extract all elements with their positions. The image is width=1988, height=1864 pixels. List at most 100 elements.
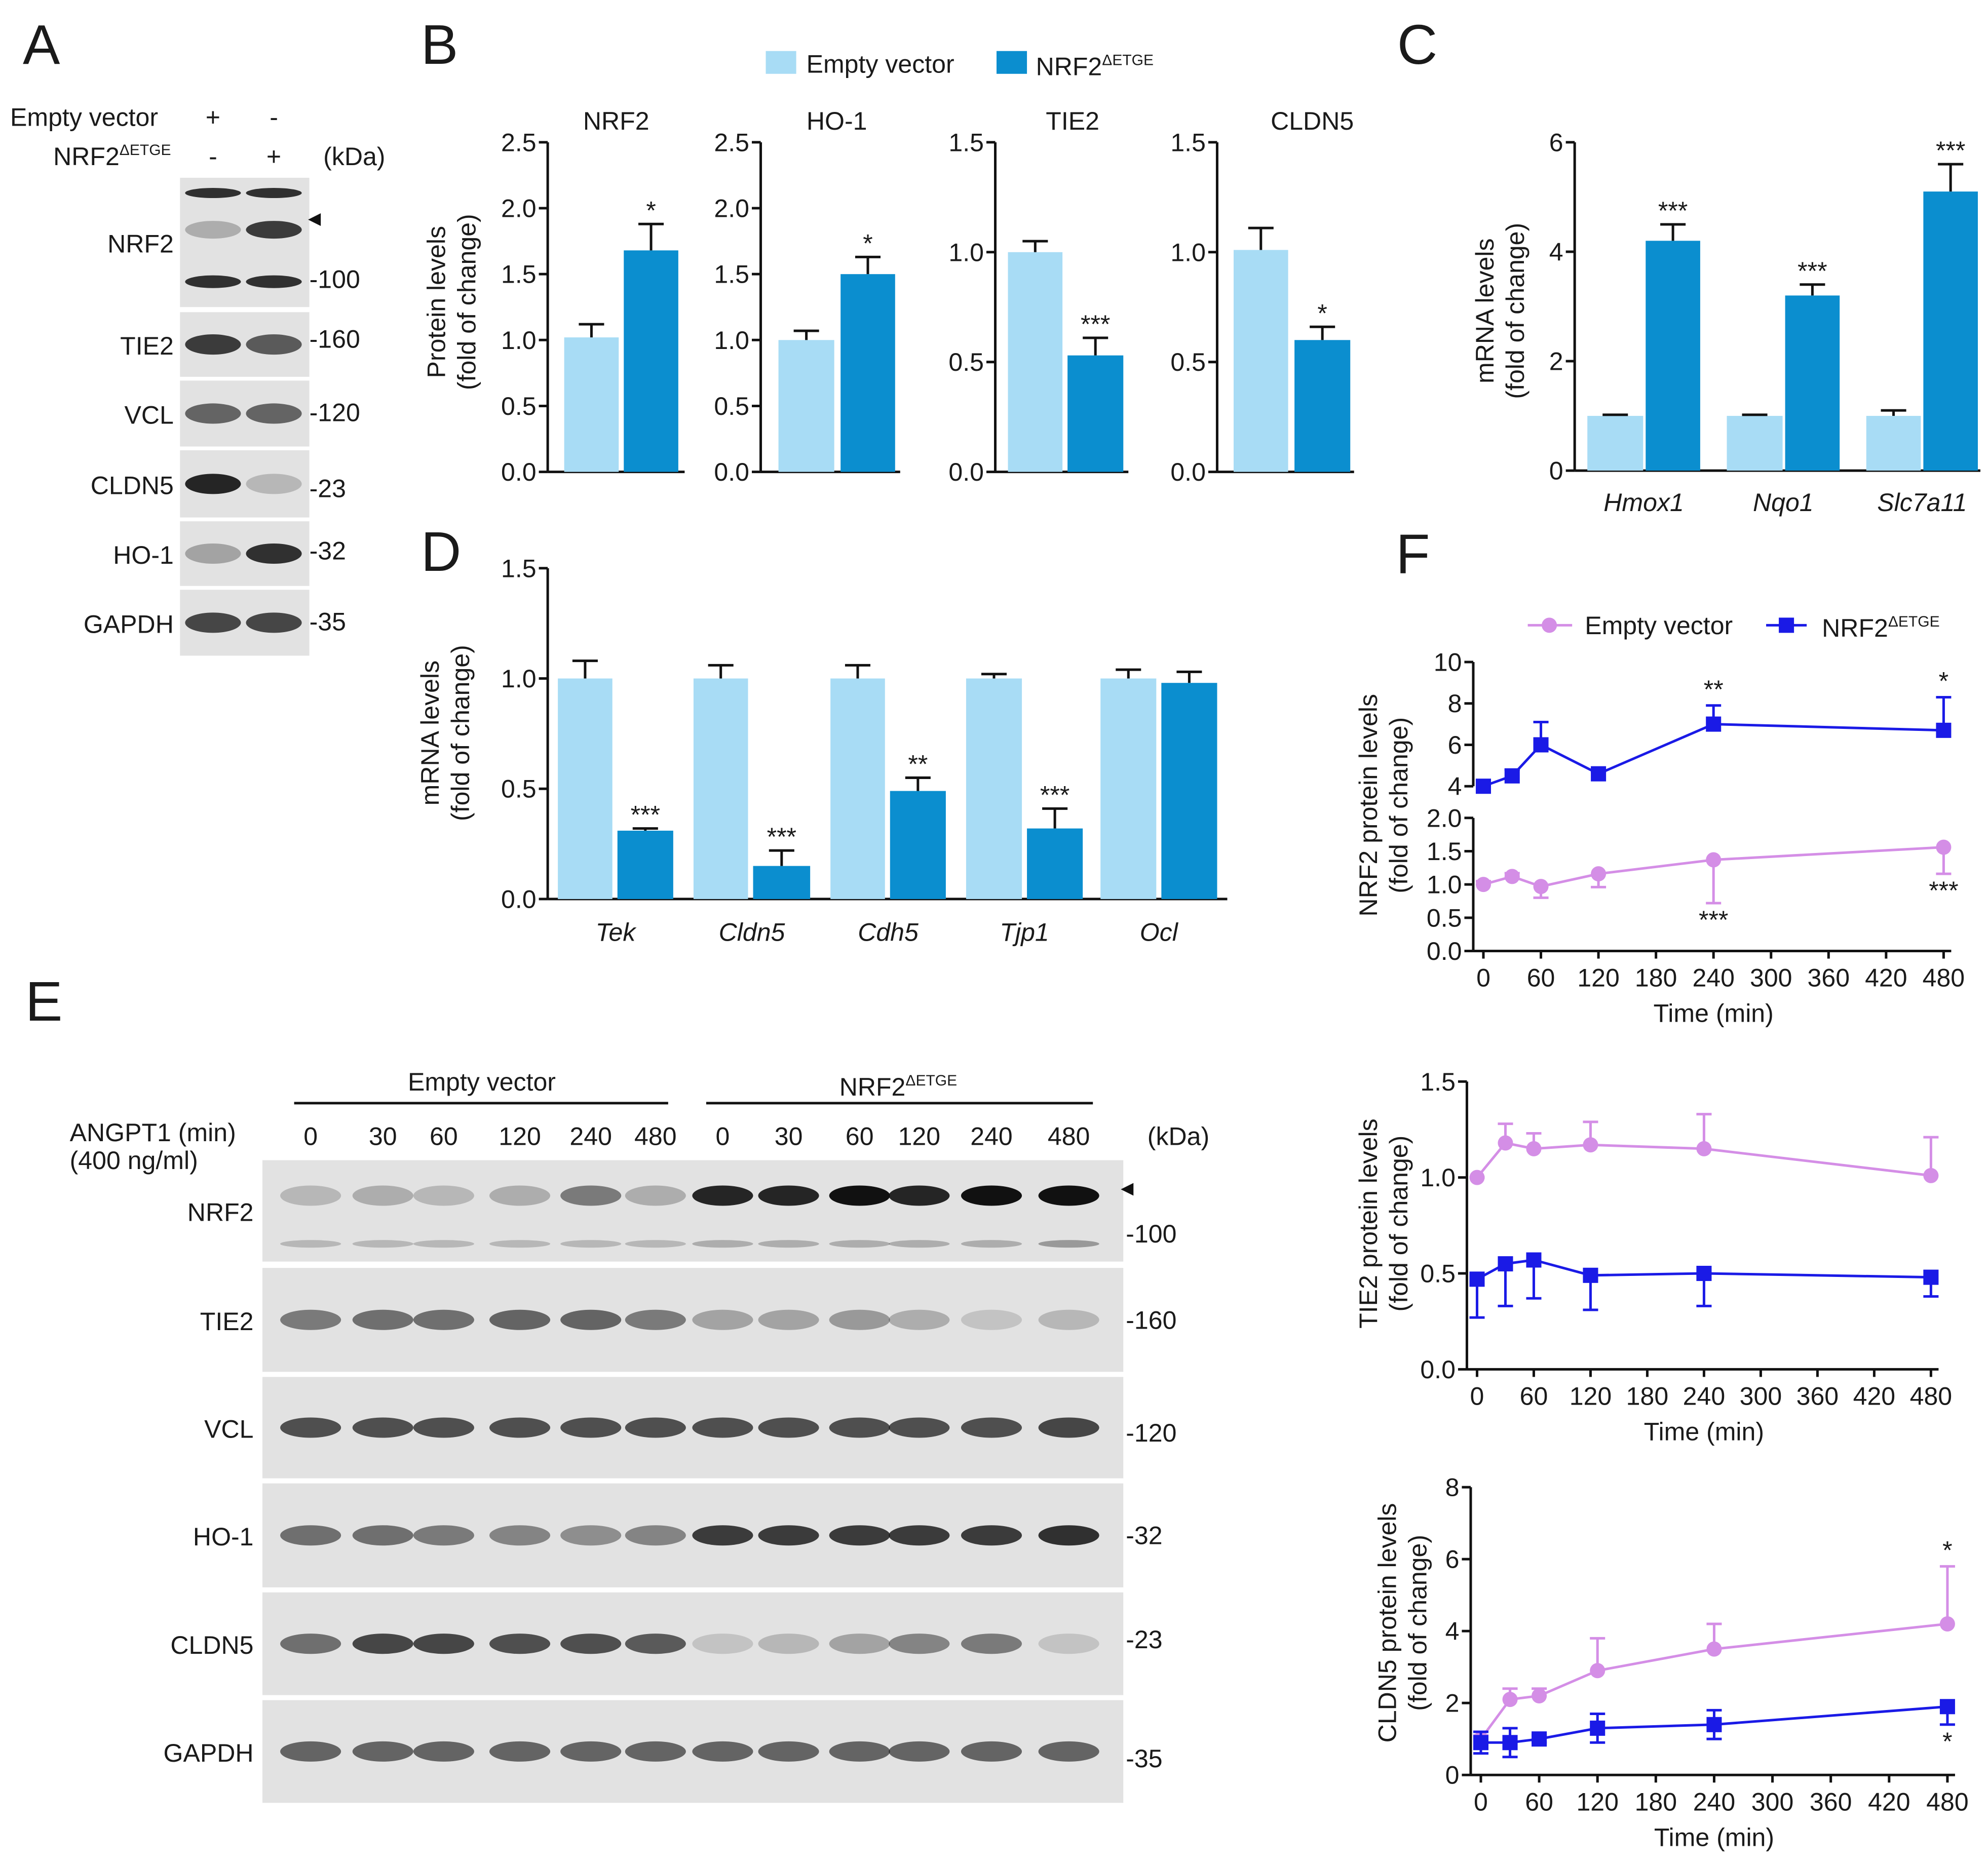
band (560, 1417, 622, 1438)
x-tick-label: 480 (1923, 964, 1965, 992)
band (829, 1634, 890, 1654)
data-point (1696, 1266, 1712, 1282)
y-tick-label: 6 (1445, 1545, 1460, 1574)
band (246, 403, 302, 424)
band (185, 403, 241, 424)
x-tick-label: 300 (1750, 964, 1792, 992)
band (246, 543, 302, 564)
x-tick-label: 0 (1474, 1788, 1488, 1816)
bar (624, 250, 678, 472)
y-tick-label: 2.5 (501, 128, 537, 157)
kda-marker: -23 (1126, 1625, 1162, 1654)
category-label: Tek (596, 918, 637, 947)
band (560, 1240, 622, 1248)
y-tick-label: 1.0 (948, 238, 984, 266)
y-axis-label: NRF2 protein levels (fold of change) (1354, 694, 1413, 916)
category-label: Cldn5 (719, 918, 785, 947)
band (692, 1309, 753, 1330)
data-point (1502, 1735, 1518, 1751)
band (185, 612, 241, 633)
significance-marker: * (1942, 1536, 1952, 1564)
x-tick-label: 420 (1853, 1382, 1896, 1410)
band (758, 1525, 819, 1546)
data-point (1502, 1692, 1518, 1707)
data-point (1591, 866, 1607, 882)
band (692, 1741, 753, 1762)
series-line (1479, 1622, 1948, 1740)
data-point (1526, 1141, 1542, 1156)
bar (1067, 355, 1124, 472)
chart-B-NRF2: 0.0 0.5 1.0 1.5 2.0 2.5 * NRF2 Protein levels (fo… (422, 107, 685, 486)
category-label: Slc7a11 (1877, 488, 1967, 517)
blot-GAPDH: GAPDH -35 (164, 1700, 1163, 1803)
band (625, 1309, 686, 1330)
bar (1233, 250, 1288, 472)
band (889, 1741, 950, 1762)
group-label-nrf2-main: NRF2 (839, 1073, 906, 1101)
x-tick-label: 420 (1868, 1788, 1910, 1816)
band (692, 1634, 753, 1654)
time-label: 120 (898, 1122, 941, 1150)
legend-swatch-empty (766, 51, 796, 74)
y-axis-label: Protein levels (fold of change) (422, 214, 481, 390)
data-point (1532, 1688, 1547, 1703)
bar (1923, 191, 1978, 471)
band (352, 1741, 413, 1762)
significance-marker: * (1939, 667, 1948, 695)
band (758, 1185, 819, 1206)
y-axis-label-line2: (fold of change) (1385, 717, 1413, 894)
group-label-empty-vector: Empty vector (408, 1068, 556, 1096)
significance-marker: *** (767, 823, 796, 851)
y-axis-label-line2: (fold of change) (1403, 1535, 1432, 1711)
protein-label: NRF2 (187, 1198, 254, 1227)
time-label: 480 (634, 1122, 677, 1150)
data-point (1504, 869, 1520, 884)
band (961, 1634, 1022, 1654)
y-tick-label: 1.5 (1170, 128, 1206, 157)
band (560, 1525, 622, 1546)
bar (693, 678, 748, 899)
protein-label: CLDN5 (170, 1631, 253, 1659)
blot-TIE2: TIE2 -160 (120, 312, 360, 377)
band (185, 334, 241, 355)
blot-E: NRF2 -100 TIE2 -160 VCL -120 HO-1 -32 CLDN5 -23 GA… (164, 1160, 1176, 1803)
bar (1727, 416, 1783, 471)
x-tick-label: 420 (1865, 964, 1907, 992)
significance-marker: *** (1798, 257, 1827, 285)
band (185, 474, 241, 494)
legend-swatch-nrf2 (997, 51, 1027, 74)
data-point (1533, 879, 1549, 895)
y-tick-label: 1.5 (948, 128, 984, 157)
x-tick-label: 480 (1926, 1788, 1969, 1816)
bar (753, 866, 811, 899)
panel-label: D (421, 521, 462, 583)
significance-marker: * (1317, 299, 1327, 327)
legend-label-empty-main: Empty vector (1585, 611, 1733, 640)
x-tick-label: 240 (1683, 1382, 1726, 1410)
band (829, 1525, 890, 1546)
band (352, 1525, 413, 1546)
y-tick-label: 2.0 (501, 195, 537, 223)
band (625, 1185, 686, 1206)
bar (1008, 252, 1063, 472)
bar (1027, 828, 1083, 899)
band (829, 1309, 890, 1330)
data-point (1936, 839, 1952, 855)
band (889, 1525, 950, 1546)
legend-label-empty: Empty vector (807, 50, 954, 78)
significance-marker: * (863, 229, 872, 257)
y-tick-label: 1.5 (501, 260, 537, 289)
data-point (1583, 1137, 1598, 1153)
y-axis-label-line1: TIE2 protein levels (1354, 1118, 1383, 1328)
band (829, 1185, 890, 1206)
bar (966, 678, 1022, 899)
band (889, 1185, 950, 1206)
sign: - (209, 142, 217, 171)
x-tick-label: 300 (1751, 1788, 1794, 1816)
band (961, 1309, 1022, 1330)
band (185, 543, 241, 564)
data-point (1706, 1641, 1722, 1657)
band (352, 1417, 413, 1438)
band (560, 1741, 622, 1762)
time-label: 480 (1048, 1122, 1090, 1150)
